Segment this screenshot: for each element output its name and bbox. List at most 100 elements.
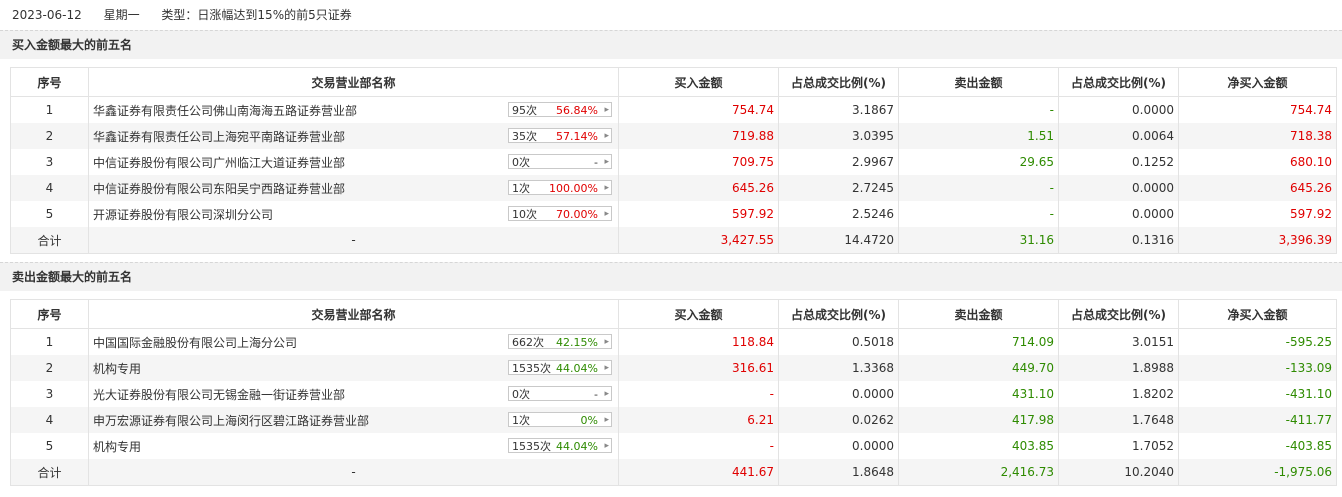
chevron-right-icon: ▸ [604, 363, 609, 373]
branch-name-link[interactable]: 申万宏源证券有限公司上海闵行区碧江路证券营业部 [93, 413, 370, 428]
table-row[interactable]: 3 光大证券股份有限公司无锡金融一街证券营业部 0次 - ▸ -0.0000 431.10 1… [10, 381, 1337, 407]
table-row[interactable]: 2 华鑫证券有限责任公司上海宛平南路证券营业部 35次 57.14% ▸ 719.88 3.… [10, 123, 1337, 149]
branch-name-link[interactable]: 中国国际金融股份有限公司上海分公司 [93, 335, 298, 350]
branch-name-link[interactable]: 中信证券股份有限公司东阳吴宁西路证券营业部 [93, 181, 346, 196]
table-row[interactable]: 4 申万宏源证券有限公司上海闵行区碧江路证券营业部 1次 0% ▸ 6.21 0.0262 4… [10, 407, 1337, 433]
sell-ratio: 0.0000 [1058, 175, 1179, 201]
sell-ratio: 0.1252 [1058, 149, 1179, 175]
col-branch-name-header[interactable]: 交易营业部名称 [88, 67, 619, 97]
trade-count-dropdown[interactable]: 1535次 44.04% ▸ [508, 360, 612, 375]
trade-count-dropdown[interactable]: 662次 42.15% ▸ [508, 334, 612, 349]
chevron-right-icon: ▸ [604, 337, 609, 347]
col-sell-amount-header[interactable]: 卖出金额 [898, 299, 1059, 329]
trade-count-dropdown[interactable]: 0次 - ▸ [508, 386, 612, 401]
table-row[interactable]: 5 开源证券股份有限公司深圳分公司 10次 70.00% ▸ 597.92 2.5246-0… [10, 201, 1337, 227]
buy-amount: 645.26 [618, 175, 779, 201]
col-net-buy-header[interactable]: 净买入金额 [1178, 67, 1337, 97]
col-sell-ratio-header[interactable]: 占总成交比例(%) [1058, 299, 1179, 329]
buy-ratio: 3.1867 [778, 96, 899, 123]
header-info: 2023-06-12 星期一 类型：日涨幅达到15%的前5只证券 [0, 0, 1342, 30]
buy-amount: 597.92 [618, 201, 779, 227]
row-index: 2 [10, 123, 89, 149]
net-buy-amount: -403.85 [1178, 433, 1337, 459]
sell-amount: - [898, 201, 1059, 227]
chevron-right-icon: ▸ [604, 389, 609, 399]
sell-ratio: 0.0000 [1058, 201, 1179, 227]
col-index-header[interactable]: 序号 [10, 67, 89, 97]
net-buy-amount: 718.38 [1178, 123, 1337, 149]
col-sell-ratio-header[interactable]: 占总成交比例(%) [1058, 67, 1179, 97]
branch-name-link[interactable]: 华鑫证券有限责任公司佛山南海海五路证券营业部 [93, 103, 358, 118]
buy-amount: 719.88 [618, 123, 779, 149]
chevron-right-icon: ▸ [604, 157, 609, 167]
col-index-header[interactable]: 序号 [10, 299, 89, 329]
trade-count-dropdown[interactable]: 10次 70.00% ▸ [508, 206, 612, 221]
buy-amount: 6.21 [618, 407, 779, 433]
trade-count-dropdown[interactable]: 35次 57.14% ▸ [508, 128, 612, 143]
branch-name-cell: 开源证券股份有限公司深圳分公司 10次 70.00% ▸ [88, 201, 619, 227]
col-sell-amount-header[interactable]: 卖出金额 [898, 67, 1059, 97]
branch-name-cell: 中信证券股份有限公司东阳吴宁西路证券营业部 1次 100.00% ▸ [88, 175, 619, 201]
table-row[interactable]: 2 机构专用 1535次 44.04% ▸ 316.61 1.3368 449.70 1.898… [10, 355, 1337, 381]
table-row[interactable]: 5 机构专用 1535次 44.04% ▸ -0.0000 403.85 1.7052 -403… [10, 433, 1337, 459]
table-row[interactable]: 4 中信证券股份有限公司东阳吴宁西路证券营业部 1次 100.00% ▸ 645.26 2.… [10, 175, 1337, 201]
total-buy-amount: 441.67 [618, 459, 779, 486]
table-row[interactable]: 1 中国国际金融股份有限公司上海分公司 662次 42.15% ▸ 118.84 0.501… [10, 328, 1337, 355]
buy-ratio: 0.0262 [778, 407, 899, 433]
sell-amount: 449.70 [898, 355, 1059, 381]
row-index: 5 [10, 433, 89, 459]
table-header-row: 序号 交易营业部名称 买入金额 占总成交比例(%) 卖出金额 占总成交比例(%) 净买入金额 [10, 67, 1337, 97]
trade-count: 1535次 [512, 440, 551, 453]
buy-ratio: 0.0000 [778, 433, 899, 459]
table-row[interactable]: 3 中信证券股份有限公司广州临江大道证券营业部 0次 - ▸ 709.75 2.9967 29… [10, 149, 1337, 175]
buy-ratio: 2.7245 [778, 175, 899, 201]
col-net-buy-header[interactable]: 净买入金额 [1178, 299, 1337, 329]
trade-count-dropdown[interactable]: 1次 0% ▸ [508, 412, 612, 427]
trade-count-dropdown[interactable]: 1535次 44.04% ▸ [508, 438, 612, 453]
win-rate: 44.04% [556, 440, 598, 453]
trade-count-dropdown[interactable]: 1次 100.00% ▸ [508, 180, 612, 195]
chevron-right-icon: ▸ [604, 441, 609, 451]
sell-ratio: 0.0064 [1058, 123, 1179, 149]
col-buy-ratio-header[interactable]: 占总成交比例(%) [778, 67, 899, 97]
row-index: 3 [10, 381, 89, 407]
branch-name-link[interactable]: 华鑫证券有限责任公司上海宛平南路证券营业部 [93, 129, 346, 144]
sell-amount: 431.10 [898, 381, 1059, 407]
trade-count: 10次 [512, 208, 537, 221]
buy-ratio: 3.0395 [778, 123, 899, 149]
trade-count-dropdown[interactable]: 95次 56.84% ▸ [508, 102, 612, 117]
branch-name-link[interactable]: 机构专用 [93, 361, 142, 376]
branch-name-cell: 光大证券股份有限公司无锡金融一街证券营业部 0次 - ▸ [88, 381, 619, 407]
branch-name-cell: 机构专用 1535次 44.04% ▸ [88, 433, 619, 459]
total-label: 合计 [10, 227, 89, 254]
sell-ratio: 3.0151 [1058, 328, 1179, 355]
buy-ratio: 2.9967 [778, 149, 899, 175]
row-index: 2 [10, 355, 89, 381]
buy-section: 买入金额最大的前五名 序号 交易营业部名称 买入金额 占总成交比例(%) 卖出金额 占总成… [0, 30, 1342, 262]
col-buy-ratio-header[interactable]: 占总成交比例(%) [778, 299, 899, 329]
trade-count: 1次 [512, 182, 530, 195]
win-rate: 44.04% [556, 362, 598, 375]
col-buy-amount-header[interactable]: 买入金额 [618, 67, 779, 97]
row-index: 3 [10, 149, 89, 175]
branch-name-cell: 申万宏源证券有限公司上海闵行区碧江路证券营业部 1次 0% ▸ [88, 407, 619, 433]
table-row[interactable]: 1 华鑫证券有限责任公司佛山南海海五路证券营业部 95次 56.84% ▸ 754.74 3… [10, 96, 1337, 123]
col-buy-amount-header[interactable]: 买入金额 [618, 299, 779, 329]
total-name: - [88, 227, 619, 254]
branch-name-link[interactable]: 中信证券股份有限公司广州临江大道证券营业部 [93, 155, 346, 170]
sell-ratio: 0.0000 [1058, 96, 1179, 123]
sell-amount: - [898, 96, 1059, 123]
trade-count: 662次 [512, 336, 544, 349]
buy-table: 序号 交易营业部名称 买入金额 占总成交比例(%) 卖出金额 占总成交比例(%) 净买入金额… [10, 67, 1337, 254]
branch-name-link[interactable]: 开源证券股份有限公司深圳分公司 [93, 207, 274, 222]
sell-amount: - [898, 175, 1059, 201]
net-buy-amount: -133.09 [1178, 355, 1337, 381]
branch-name-link[interactable]: 机构专用 [93, 439, 142, 454]
row-index: 1 [10, 328, 89, 355]
trade-count-dropdown[interactable]: 0次 - ▸ [508, 154, 612, 169]
branch-name-link[interactable]: 光大证券股份有限公司无锡金融一街证券营业部 [93, 387, 346, 402]
chevron-right-icon: ▸ [604, 415, 609, 425]
trade-count: 0次 [512, 388, 530, 401]
col-branch-name-header[interactable]: 交易营业部名称 [88, 299, 619, 329]
chevron-right-icon: ▸ [604, 131, 609, 141]
